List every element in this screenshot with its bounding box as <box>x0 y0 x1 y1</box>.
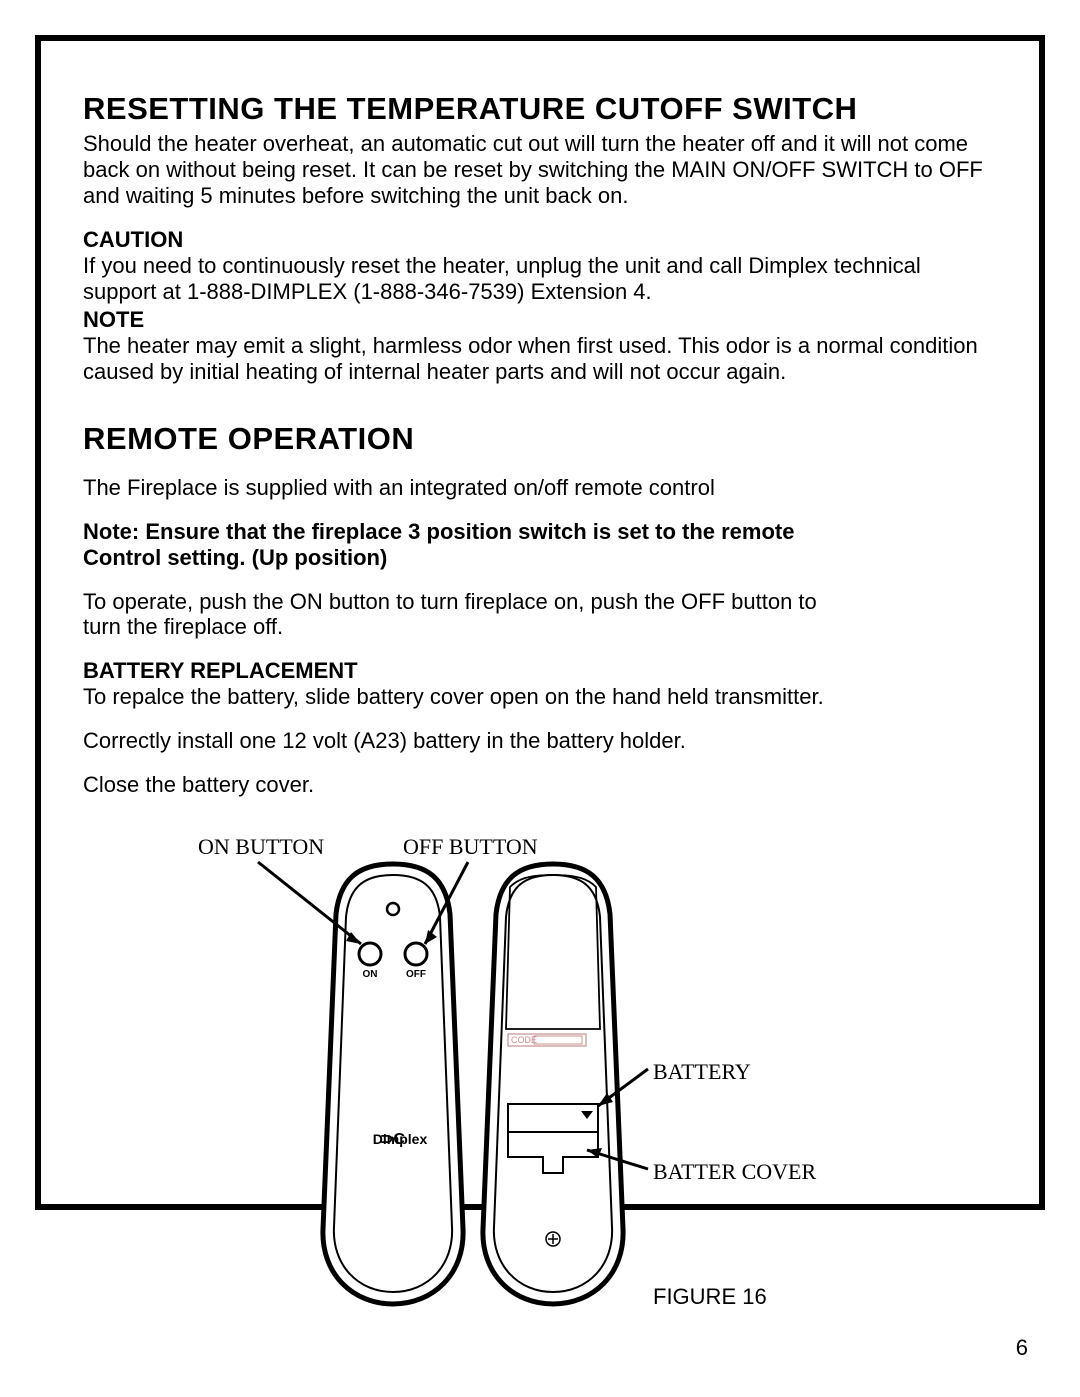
remote-diagram: ON BUTTON OFF BUTTON BATTERY BATTER COVE… <box>83 834 997 1354</box>
battery-body-1: To repalce the battery, slide battery co… <box>83 684 997 710</box>
caution-body: If you need to continuously reset the he… <box>83 253 997 305</box>
page-number: 6 <box>1016 1335 1028 1361</box>
battery-body-2: Correctly install one 12 volt (A23) batt… <box>83 728 997 754</box>
remote-operate: To operate, push the ON button to turn f… <box>83 589 823 641</box>
battery-body-3: Close the battery cover. <box>83 772 997 798</box>
note-label: NOTE <box>83 307 997 333</box>
heading-remote: REMOTE OPERATION <box>83 421 997 457</box>
callout-arrows-svg <box>83 834 1003 1334</box>
remote-note-bold: Note: Ensure that the fireplace 3 positi… <box>83 519 803 571</box>
body-resetting: Should the heater overheat, an automatic… <box>83 131 997 209</box>
battery-replacement-label: BATTERY REPLACEMENT <box>83 658 997 684</box>
page-frame: RESETTING THE TEMPERATURE CUTOFF SWITCH … <box>35 35 1045 1210</box>
note-body: The heater may emit a slight, harmless o… <box>83 333 997 385</box>
heading-resetting: RESETTING THE TEMPERATURE CUTOFF SWITCH <box>83 91 997 127</box>
remote-intro: The Fireplace is supplied with an integr… <box>83 475 997 501</box>
caution-label: CAUTION <box>83 227 997 253</box>
